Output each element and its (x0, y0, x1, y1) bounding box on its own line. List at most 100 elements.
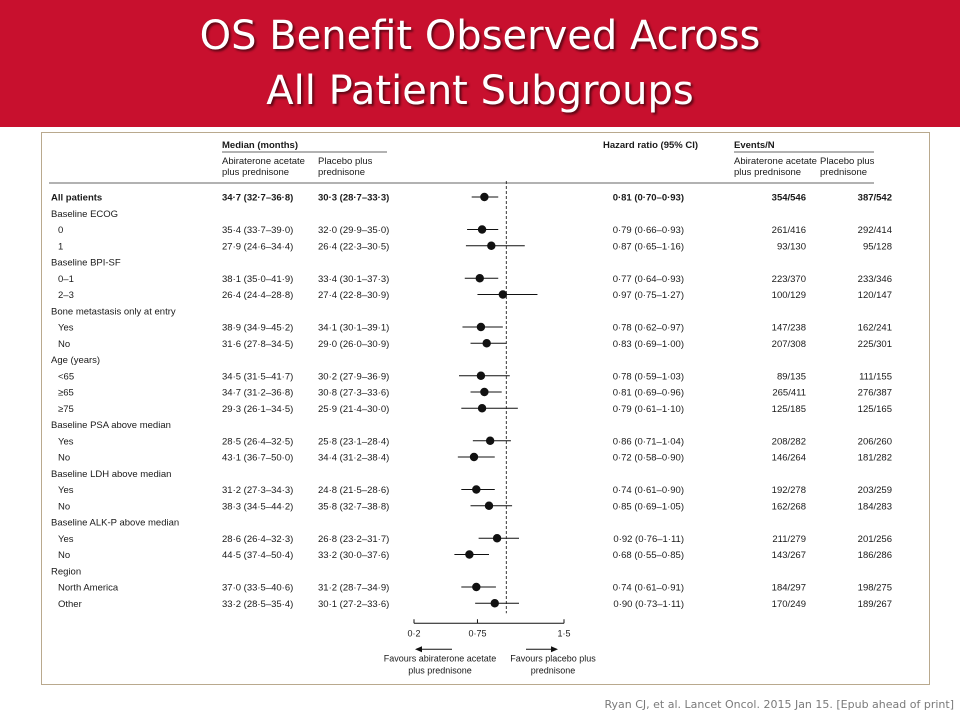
median-pla-value: 33·2 (30·0–37·6) (318, 550, 389, 561)
hr-point (472, 582, 481, 592)
median-abi-value: 35·4 (33·7–39·0) (222, 225, 293, 236)
citation: Ryan CJ, et al. Lancet Oncol. 2015 Jan 1… (604, 698, 954, 711)
median-pla-value: 33·4 (30·1–37·3) (318, 274, 389, 285)
events-pla-value: 181/282 (858, 453, 892, 464)
events-pla-value: 387/542 (858, 193, 892, 204)
median-group-header: Median (months) (222, 140, 298, 151)
median-abi-value: 43·1 (36·7–50·0) (222, 453, 293, 464)
subgroup-label: 0–1 (58, 274, 74, 285)
events-pla-value: 95/128 (863, 241, 892, 252)
events-group-header: Events/N (734, 140, 775, 151)
group-label: Region (51, 566, 81, 577)
favours-left-label-1: Favours abiraterone acetate (384, 653, 497, 663)
subgroup-label: ≥65 (58, 388, 74, 399)
events-abi-value: 125/185 (772, 404, 806, 415)
hazard-ratio-value: 0·97 (0·75–1·27) (613, 290, 684, 301)
hr-point (465, 550, 474, 559)
median-pla-header-1: Placebo plus (318, 156, 373, 167)
events-abi-value: 207/308 (772, 339, 806, 350)
hr-point (472, 485, 481, 494)
hazard-ratio-value: 0·81 (0·69–0·96) (613, 388, 684, 399)
hazard-ratio-value: 0·77 (0·64–0·93) (613, 274, 684, 285)
median-pla-value: 30·3 (28·7–33·3) (318, 193, 389, 204)
events-abi-value: 211/279 (772, 534, 806, 545)
x-tick-label: 0·2 (407, 628, 420, 638)
favours-right-arrowhead (551, 646, 558, 653)
hr-point (476, 371, 486, 380)
events-abi-value: 143/267 (772, 550, 806, 561)
hazard-ratio-value: 0·74 (0·61–0·90) (613, 485, 684, 496)
hr-point (487, 241, 496, 250)
median-pla-value: 26·4 (22·3–30·5) (318, 241, 389, 252)
events-pla-value: 203/259 (858, 485, 892, 496)
events-pla-value: 162/241 (858, 323, 892, 334)
hazard-ratio-value: 0·78 (0·59–1·03) (613, 371, 684, 382)
hazard-ratio-value: 0·86 (0·71–1·04) (613, 436, 684, 447)
median-pla-value: 27·4 (22·8–30·9) (318, 290, 389, 301)
median-pla-value: 35·8 (32·7–38·8) (318, 501, 389, 512)
events-abi-value: 100/129 (772, 290, 806, 301)
subgroup-label: 1 (58, 241, 63, 252)
events-pla-value: 206/260 (858, 436, 892, 447)
median-abi-value: 31·6 (27·8–34·5) (222, 339, 293, 350)
subgroup-label: No (58, 550, 70, 561)
median-abi-value: 34·5 (31·5–41·7) (222, 371, 293, 382)
events-abi-value: 93/130 (777, 241, 806, 252)
subgroup-label: No (58, 501, 70, 512)
hr-point (475, 274, 484, 283)
median-abi-value: 37·0 (33·5–40·6) (222, 583, 293, 594)
median-abi-value: 38·9 (34·9–45·2) (222, 323, 293, 334)
median-abi-value: 27·9 (24·6–34·4) (222, 241, 293, 252)
events-pla-value: 233/346 (858, 274, 892, 285)
median-abi-value: 28·5 (26·4–32·5) (222, 436, 293, 447)
subgroup-label: ≥75 (58, 404, 74, 415)
hazard-ratio-value: 0·79 (0·61–1·10) (613, 404, 684, 415)
events-pla-value: 198/275 (858, 583, 892, 594)
events-pla-value: 111/155 (859, 371, 892, 382)
events-abi-value: 184/297 (772, 583, 806, 594)
subgroup-label: Yes (58, 323, 74, 334)
median-abi-value: 38·1 (35·0–41·9) (222, 274, 293, 285)
events-pla-value: 225/301 (858, 339, 892, 350)
hr-point (476, 322, 486, 332)
median-pla-value: 32·0 (29·9–35·0) (318, 225, 389, 236)
median-pla-value: 26·8 (23·2–31·7) (318, 534, 389, 545)
events-abi-value: 89/135 (777, 371, 806, 382)
favours-right-label-2: prednisone (531, 665, 576, 675)
hazard-ratio-value: 0·83 (0·69–1·00) (613, 339, 684, 350)
all-patients-label: All patients (51, 193, 102, 204)
subgroup-label: 0 (58, 225, 63, 236)
group-label: Baseline ECOG (51, 209, 118, 220)
subgroup-label: No (58, 339, 70, 350)
hazard-ratio-value: 0·85 (0·69–1·05) (613, 501, 684, 512)
events-abi-value: 265/411 (772, 388, 806, 399)
subgroup-label: Yes (58, 485, 74, 496)
hr-point (480, 387, 489, 397)
events-abi-value: 208/282 (772, 436, 806, 447)
group-label: Bone metastasis only at entry (51, 306, 176, 317)
favours-right-label-1: Favours placebo plus (510, 653, 596, 663)
median-abi-value: 34·7 (32·7–36·8) (222, 193, 293, 204)
subgroup-label: No (58, 453, 70, 464)
events-pla-value: 189/267 (858, 599, 892, 610)
hr-point (485, 436, 495, 445)
hr-point (482, 339, 491, 348)
group-label: Baseline LDH above median (51, 469, 171, 480)
slide-title-line-2: All Patient Subgroups (266, 68, 694, 114)
hr-point (469, 452, 479, 462)
median-pla-header-2: prednisone (318, 167, 365, 178)
median-pla-value: 34·1 (30·1–39·1) (318, 323, 389, 334)
title-banner: OS Benefit Observed Across All Patient S… (0, 0, 960, 127)
median-pla-value: 25·9 (21·4–30·0) (318, 404, 389, 415)
hazard-ratio-value: 0·81 (0·70–0·93) (613, 193, 684, 204)
median-pla-value: 31·2 (28·7–34·9) (318, 583, 389, 594)
subgroup-label: North America (58, 583, 119, 594)
events-pla-value: 120/147 (858, 290, 892, 301)
group-label: Age (years) (51, 355, 100, 366)
hr-point (492, 534, 502, 543)
events-pla-value: 276/387 (858, 388, 892, 399)
median-abi-value: 31·2 (27·3–34·3) (222, 485, 293, 496)
median-pla-value: 30·1 (27·2–33·6) (318, 599, 389, 610)
hr-point (490, 599, 499, 608)
